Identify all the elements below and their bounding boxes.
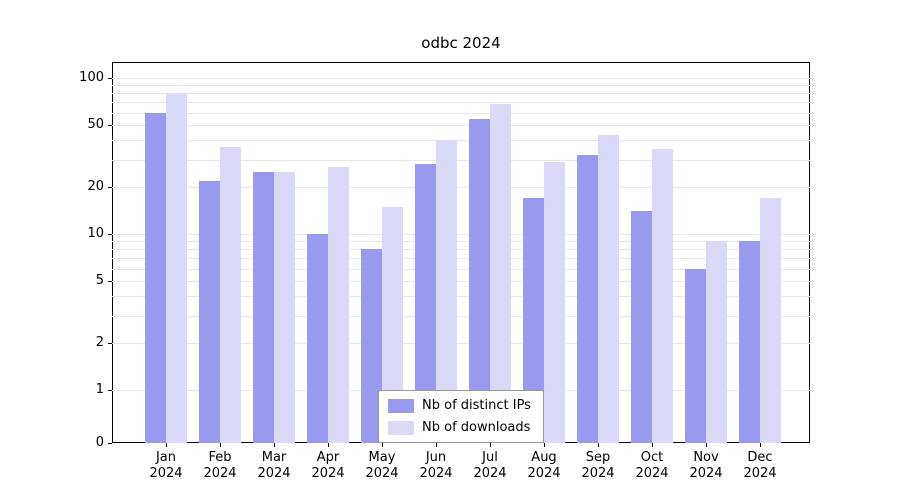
bar-distinct-ips-dec	[739, 241, 760, 443]
x-axis-tick	[706, 443, 707, 447]
bar-distinct-ips-may	[361, 249, 382, 443]
y-axis-tick	[108, 443, 112, 444]
gridline	[112, 258, 810, 259]
x-axis-tick-label: Jun 2024	[419, 450, 453, 481]
x-axis-tick	[760, 443, 761, 447]
x-axis-tick-label: Nov 2024	[689, 450, 723, 481]
y-axis-tick	[108, 281, 112, 282]
y-axis-tick-label: 2	[95, 335, 104, 350]
gridline	[112, 113, 810, 114]
y-axis-tick	[108, 187, 112, 188]
legend-item-distinct-ips: Nb of distinct IPs	[388, 398, 531, 413]
x-axis-tick	[328, 443, 329, 447]
y-axis-tick-label: 0	[95, 435, 104, 450]
bar-distinct-ips-apr	[307, 234, 328, 443]
y-axis-tick-label: 50	[87, 117, 104, 132]
x-axis-tick-label: Jul 2024	[473, 450, 507, 481]
gridline	[112, 234, 810, 235]
bar-distinct-ips-sep	[577, 155, 598, 443]
bar-distinct-ips-nov	[685, 269, 706, 443]
legend-swatch-downloads	[388, 420, 414, 435]
x-axis-tick-label: Jan 2024	[149, 450, 183, 481]
gridline	[112, 78, 810, 79]
y-axis-tick-label: 1	[95, 382, 104, 397]
bar-downloads-aug	[544, 162, 565, 443]
gridline	[112, 102, 810, 103]
x-axis-tick	[544, 443, 545, 447]
bar-downloads-apr	[328, 167, 349, 443]
legend-label-downloads: Nb of downloads	[422, 420, 531, 435]
legend-item-downloads: Nb of downloads	[388, 420, 531, 435]
x-axis-tick-label: Dec 2024	[743, 450, 777, 481]
bar-downloads-may	[382, 207, 403, 443]
x-axis-tick-label: Apr 2024	[311, 450, 345, 481]
legend-swatch-distinct-ips	[388, 398, 414, 413]
bar-downloads-nov	[706, 241, 727, 443]
bar-downloads-feb	[220, 147, 241, 443]
x-axis-tick	[274, 443, 275, 447]
y-axis-tick	[108, 343, 112, 344]
x-axis-tick	[382, 443, 383, 447]
bar-downloads-mar	[274, 172, 295, 443]
gridline	[112, 140, 810, 141]
bar-distinct-ips-jul	[469, 119, 490, 443]
bar-distinct-ips-jan	[145, 113, 166, 443]
bar-distinct-ips-mar	[253, 172, 274, 443]
gridline	[112, 241, 810, 242]
y-axis-tick	[108, 234, 112, 235]
bar-distinct-ips-jun	[415, 164, 436, 443]
chart-title: odbc 2024	[421, 34, 501, 52]
x-axis-tick	[490, 443, 491, 447]
bar-downloads-sep	[598, 135, 619, 443]
gridline	[112, 187, 810, 188]
x-axis-tick-label: Feb 2024	[203, 450, 237, 481]
bar-downloads-dec	[760, 198, 781, 443]
bar-distinct-ips-aug	[523, 198, 544, 443]
x-axis-tick	[436, 443, 437, 447]
y-axis-tick	[108, 390, 112, 391]
bar-downloads-jan	[166, 93, 187, 443]
x-axis-tick-label: Aug 2024	[527, 450, 561, 481]
gridline	[112, 93, 810, 94]
x-axis-tick	[598, 443, 599, 447]
gridline	[112, 160, 810, 161]
x-axis-tick-label: Sep 2024	[581, 450, 615, 481]
bar-downloads-oct	[652, 149, 673, 443]
x-axis-tick-label: Mar 2024	[257, 450, 291, 481]
bar-downloads-jul	[490, 104, 511, 443]
gridline	[112, 316, 810, 317]
gridline	[112, 85, 810, 86]
gridline	[112, 343, 810, 344]
y-axis-tick-label: 10	[87, 226, 104, 241]
gridline	[112, 296, 810, 297]
gridline	[112, 249, 810, 250]
x-axis-tick	[652, 443, 653, 447]
y-axis-tick-label: 100	[79, 70, 104, 85]
x-axis-tick	[166, 443, 167, 447]
x-axis-tick-label: Oct 2024	[635, 450, 669, 481]
bar-distinct-ips-oct	[631, 211, 652, 443]
gridline	[112, 269, 810, 270]
bar-downloads-jun	[436, 140, 457, 443]
x-axis-tick	[220, 443, 221, 447]
y-axis-tick-label: 5	[95, 273, 104, 288]
y-axis-tick	[108, 125, 112, 126]
x-axis-tick-label: May 2024	[365, 450, 399, 481]
bar-distinct-ips-feb	[199, 181, 220, 443]
legend-label-distinct-ips: Nb of distinct IPs	[422, 398, 531, 413]
gridline	[112, 281, 810, 282]
y-axis-tick	[108, 78, 112, 79]
legend: Nb of distinct IPs Nb of downloads	[378, 390, 544, 443]
gridline	[112, 125, 810, 126]
y-axis-tick-label: 20	[87, 179, 104, 194]
